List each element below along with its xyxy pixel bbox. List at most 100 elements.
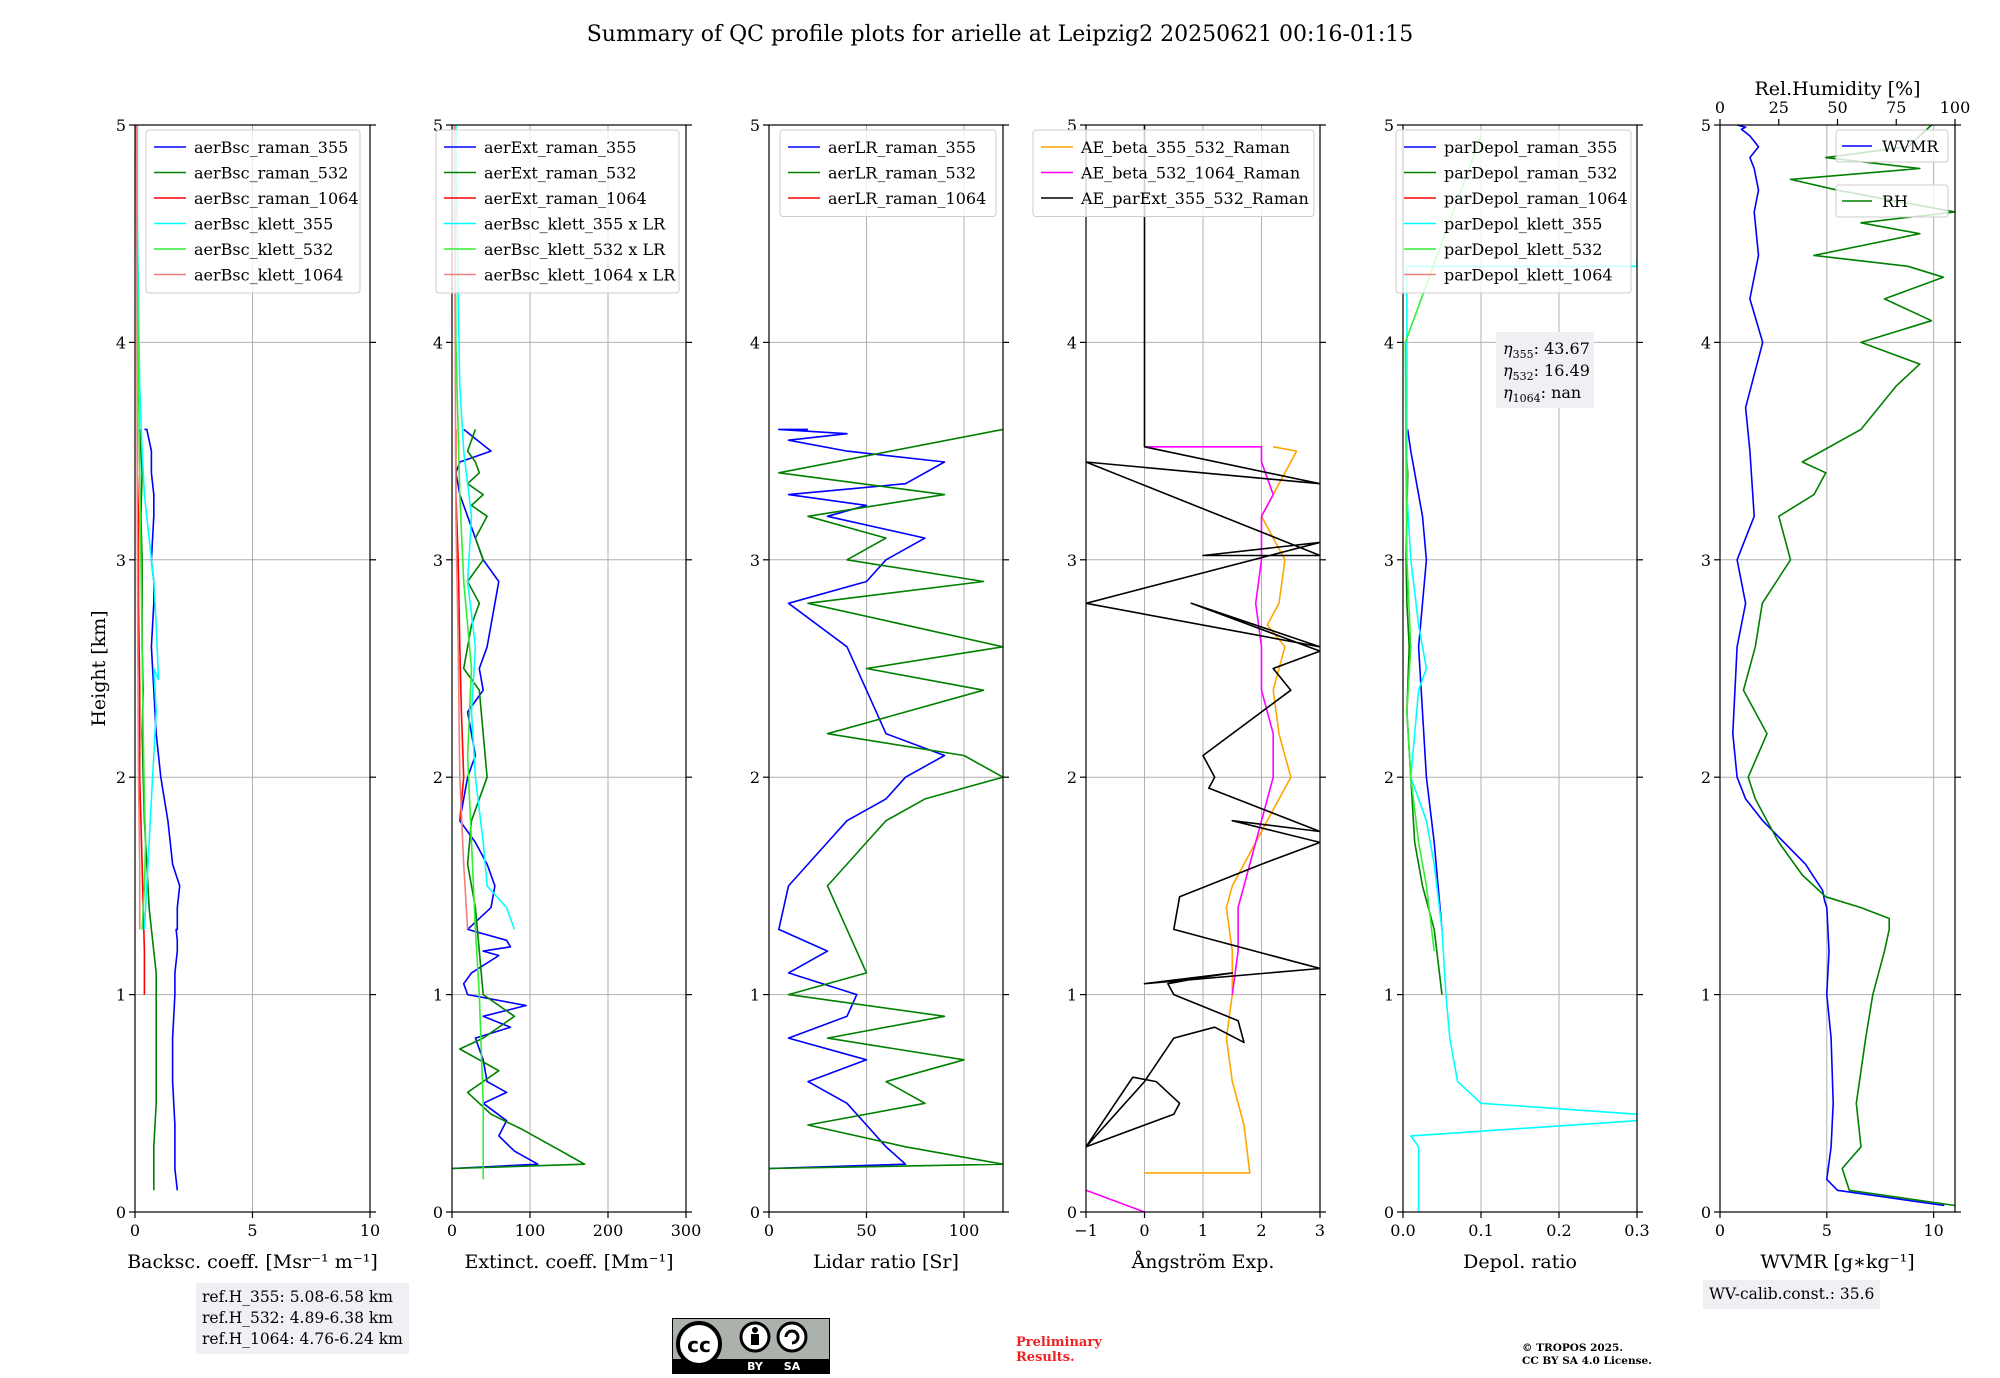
series-line-aerbsc-klett-1064 [135, 125, 141, 930]
legend-label: parDepol_klett_532 [1444, 240, 1602, 259]
y-tick-label: 1 [116, 986, 126, 1005]
y-axis-label: Height [km] [88, 610, 110, 726]
y-tick-label: 1 [1701, 986, 1711, 1005]
y-tick-label: 2 [116, 768, 126, 787]
series-line-wvmr [1732, 125, 1945, 1207]
legend-label: aerBsc_klett_1064 [194, 266, 343, 285]
x-tick-label: 0 [1715, 1221, 1725, 1240]
panel-lr: 0 50 100 0 1 2 3 4 5 Lidar ratio [Sr] aerLR_raman_… [750, 116, 1009, 1273]
legend: AE_beta_355_532_Raman AE_beta_532_1064_Ra… [1032, 129, 1315, 217]
x-tick-label: 100 [515, 1221, 546, 1240]
preliminary-results-note: Preliminary Results. [1016, 1335, 1102, 1365]
y-tick-label: 4 [1384, 333, 1394, 352]
x-tick-label: 0 [764, 1221, 774, 1240]
copyright-line-1: © TROPOS 2025. [1522, 1342, 1624, 1354]
ref-height-532: ref.H_532: 4.89-6.38 km [202, 1309, 393, 1327]
legend-label: parDepol_klett_355 [1444, 215, 1602, 234]
y-tick-label: 0 [1384, 1203, 1394, 1222]
legend-label: aerBsc_raman_532 [194, 164, 348, 183]
series-line-aerlr-raman-532 [769, 428, 1003, 1170]
x-tick-label: 0 [1139, 1221, 1149, 1240]
series-line-rh [1742, 125, 1955, 1207]
x-tick-label: 200 [593, 1221, 624, 1240]
legend-label: parDepol_raman_532 [1444, 164, 1617, 183]
series-line-pardepol-raman-355 [1406, 429, 1443, 930]
y-tick-label: 4 [750, 333, 760, 352]
legend-label: AE_parExt_355_532_Raman [1080, 189, 1309, 208]
series-line-aerbsc-raman-355 [144, 428, 181, 1191]
legend-rh: RH [1835, 184, 1949, 218]
y-tick-label: 3 [433, 551, 443, 570]
x-tick-label: 5 [1822, 1221, 1832, 1240]
top-x-tick-label: 0 [1715, 98, 1725, 117]
x-tick-label: 0 [130, 1221, 140, 1240]
top-x-axis-label: Rel.Humidity [%] [1754, 78, 1920, 100]
plot-frame [768, 124, 1004, 1213]
legend-label: WVMR [1882, 137, 1939, 156]
eta-line: η532: 16.49 [1503, 361, 1590, 383]
y-tick-label: 0 [433, 1203, 443, 1222]
legend: aerLR_raman_355 aerLR_raman_532 aerLR_rama… [779, 129, 997, 217]
y-tick-label: 1 [750, 986, 760, 1005]
x-tick-label: 0.0 [1390, 1221, 1415, 1240]
y-tick-label: 4 [1067, 333, 1077, 352]
panel-depol: 0.0 0.1 0.2 0.3 0 1 2 3 4 5 Depol. ratio parDepol_r… [1384, 116, 1650, 1273]
y-tick-label: 3 [1701, 551, 1711, 570]
x-tick-label: 0.2 [1546, 1221, 1571, 1240]
y-tick-label: 4 [1701, 333, 1711, 352]
x-tick-label: 3 [1315, 1221, 1325, 1240]
legend-label: parDepol_klett_1064 [1444, 266, 1613, 285]
legend-wvmr: WVMR [1835, 129, 1949, 163]
copyright-line-2: CC BY SA 4.0 License. [1522, 1355, 1652, 1367]
y-tick-label: 5 [433, 116, 443, 135]
top-x-tick-label: 50 [1827, 98, 1847, 117]
x-tick-label: 300 [671, 1221, 702, 1240]
y-tick-label: 3 [116, 551, 126, 570]
x-axis-label: Ångström Exp. [1131, 1251, 1275, 1273]
y-tick-label: 0 [116, 1203, 126, 1222]
legend-label: aerBsc_klett_532 x LR [484, 240, 666, 259]
y-tick-label: 4 [116, 333, 126, 352]
x-tick-label: −1 [1074, 1221, 1098, 1240]
x-axis-label: Depol. ratio [1463, 1251, 1577, 1273]
license-sa-label: SA [784, 1360, 801, 1373]
ref-height-355: ref.H_355: 5.08-6.58 km [202, 1288, 393, 1306]
series-line-aerext-raman-532 [452, 429, 586, 1170]
x-tick-label: 10 [360, 1221, 380, 1240]
x-axis-label: Backsc. coeff. [Msr⁻¹ m⁻¹] [127, 1251, 378, 1273]
y-tick-label: 0 [750, 1203, 760, 1222]
legend-label: aerLR_raman_355 [828, 138, 976, 157]
cc-logo-icon: cc BY SA [672, 1318, 830, 1374]
top-x-tick-label: 75 [1886, 98, 1906, 117]
x-axis-label: WVMR [g∗kg⁻¹] [1760, 1251, 1914, 1273]
legend-label: aerExt_raman_1064 [484, 189, 647, 208]
preliminary-line-1: Preliminary [1016, 1335, 1102, 1350]
legend-label: aerBsc_klett_355 [194, 215, 333, 234]
series-line-ae-beta-355-532-raman [1144, 446, 1298, 1174]
y-tick-label: 5 [1701, 116, 1711, 135]
y-tick-label: 5 [1067, 116, 1077, 135]
legend-label: AE_beta_355_532_Raman [1080, 138, 1290, 157]
plot-frame [1402, 124, 1638, 1213]
x-tick-label: 10 [1923, 1221, 1943, 1240]
legend-label: aerExt_raman_532 [484, 164, 637, 183]
y-tick-label: 5 [750, 116, 760, 135]
y-tick-label: 1 [1067, 986, 1077, 1005]
series-line-aerbsc-klett-532 [136, 125, 147, 930]
legend-label: parDepol_raman_355 [1444, 138, 1617, 157]
y-tick-label: 2 [433, 768, 443, 787]
y-tick-label: 2 [1384, 768, 1394, 787]
legend-label: aerExt_raman_355 [484, 138, 637, 157]
legend-label: aerBsc_klett_355 x LR [484, 215, 666, 234]
y-tick-label: 2 [750, 768, 760, 787]
legend-label: aerLR_raman_532 [828, 164, 976, 183]
top-x-tick-label: 25 [1769, 98, 1789, 117]
panel-bsc: 0 5 10 0 1 2 3 4 5 Backsc. coeff. [Msr⁻¹ m⁻¹] Heig… [88, 116, 380, 1273]
legend-label: aerBsc_klett_1064 x LR [484, 266, 676, 285]
legend-label: AE_beta_532_1064_Raman [1080, 164, 1300, 183]
eta-line: η355: 43.67 [1503, 339, 1590, 361]
y-tick-label: 5 [1384, 116, 1394, 135]
x-axis-label: Lidar ratio [Sr] [813, 1251, 959, 1273]
